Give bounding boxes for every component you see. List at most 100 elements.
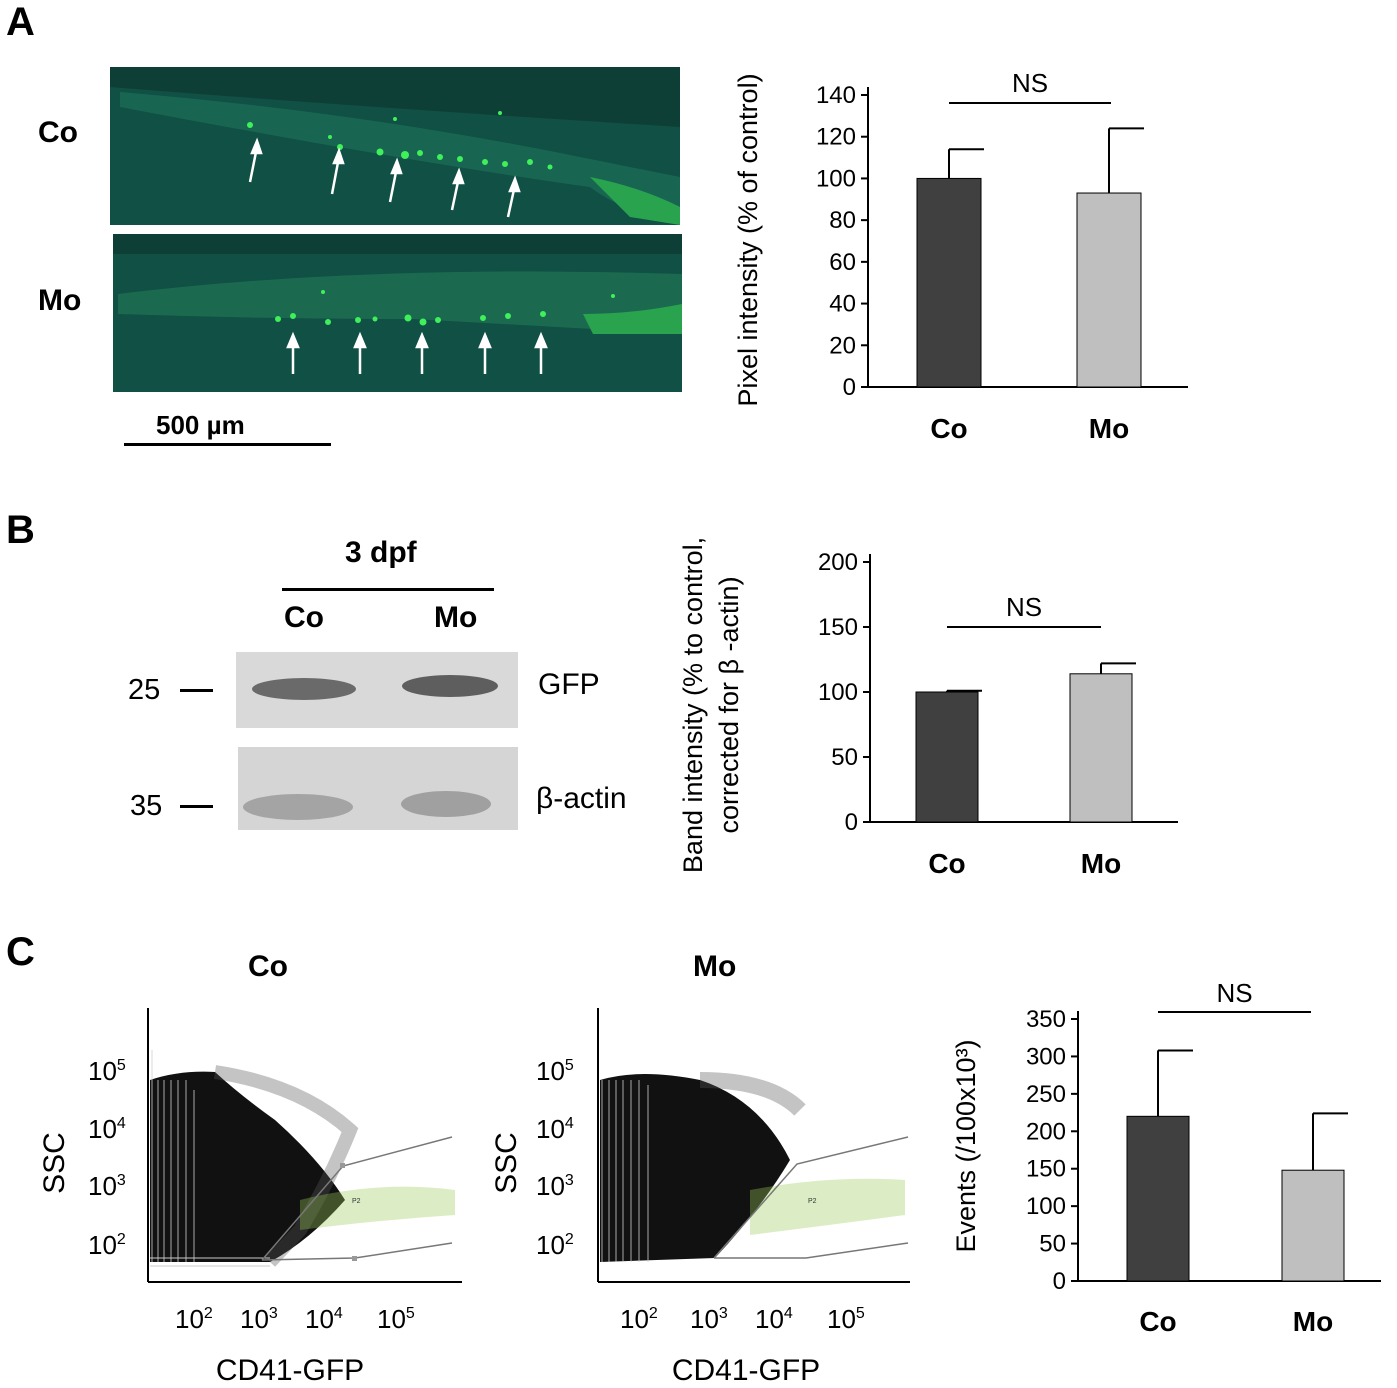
flow-co-ytick: 105 [88, 1056, 126, 1086]
flow-mo-xtick: 105 [827, 1304, 865, 1334]
y-axis-label: Events (/100x10³) [951, 1039, 981, 1252]
scale-bar [124, 443, 331, 446]
blot-actin [238, 747, 518, 830]
panel-b-letter: B [6, 508, 35, 552]
flow-mo-ytick: 104 [536, 1114, 574, 1144]
gate-label-mo: P2 [808, 1198, 817, 1205]
flow-plot-co: P2 [147, 1008, 462, 1283]
y-tick-label: 0 [1053, 1268, 1066, 1295]
flow-mo-ylabel: SSC [490, 1132, 523, 1194]
flow-mo-ytick: 105 [536, 1056, 574, 1086]
flow-co-xlabel: CD41-GFP [216, 1354, 364, 1387]
bar-chart-c: 0 50 100 150 200 250 300 350 Co Mo NS Events (/100x… [951, 978, 1381, 1337]
y-axis-label: Pixel intensity (% of control) [733, 73, 763, 406]
fluorescence-image-control [110, 87, 680, 225]
category-label: Co [928, 848, 965, 879]
significance-label: NS [1006, 592, 1042, 622]
flow-co-ylabel: SSC [38, 1132, 71, 1194]
flow-mo-xtick: 102 [620, 1304, 658, 1334]
flow-co-xtick: 102 [175, 1304, 213, 1334]
blot-header: 3 dpf [345, 536, 417, 569]
y-tick-label: 200 [818, 549, 858, 576]
y-tick-label: 120 [816, 124, 856, 151]
flow-co-y-ticks: 105 104 103 102 [88, 1056, 126, 1260]
micrograph-label-mo: Mo [38, 284, 82, 317]
bar-co [916, 177, 982, 388]
flow-title-co: Co [248, 950, 288, 983]
flow-plot-mo: P2 [597, 1008, 910, 1283]
marker-25: 25 [128, 674, 161, 706]
bar-chart-a: 0 20 40 60 80 100 120 140 Co Mo NS Pixel intensity … [733, 68, 1188, 444]
category-label: Co [930, 413, 967, 444]
y-tick-label: 50 [1039, 1231, 1066, 1258]
flow-co-xtick: 104 [305, 1304, 343, 1334]
y-tick-label: 350 [1026, 1006, 1066, 1033]
flow-mo-x-ticks: 102 103 104 105 [620, 1304, 865, 1334]
bar-mo [1281, 1169, 1345, 1282]
significance-label: NS [1216, 978, 1252, 1008]
micrograph-label-co: Co [38, 116, 78, 149]
y-axis-label: corrected for β -actin) [714, 576, 744, 833]
y-tick-label: 20 [829, 332, 856, 359]
y-tick-label: 250 [1026, 1081, 1066, 1108]
blot-gfp [236, 652, 518, 728]
panel-a-letter: A [6, 0, 35, 44]
flow-co-xtick: 103 [240, 1304, 278, 1334]
bar-co [915, 691, 979, 823]
flow-mo-ytick: 103 [536, 1171, 574, 1201]
gate-label-co: P2 [352, 1198, 361, 1205]
flow-co-x-ticks: 102 103 104 105 [175, 1304, 415, 1334]
y-tick-label: 40 [829, 291, 856, 318]
y-axis-label: Band intensity (% to control, [678, 537, 708, 873]
scale-bar-label: 500 µm [156, 410, 245, 440]
flow-mo-xtick: 104 [755, 1304, 793, 1334]
y-tick-label: 100 [816, 165, 856, 192]
flow-title-mo: Mo [693, 950, 737, 983]
flow-mo-y-ticks: 105 104 103 102 [536, 1056, 574, 1260]
micrograph-morpholino [113, 234, 682, 392]
y-tick-label: 100 [818, 679, 858, 706]
bar-co [1126, 1115, 1190, 1282]
y-tick-label: 200 [1026, 1118, 1066, 1145]
flow-mo-xtick: 103 [690, 1304, 728, 1334]
fluorescence-image-morpholino [113, 254, 682, 392]
marker-25-tick [180, 689, 213, 692]
y-tick-label: 60 [829, 249, 856, 276]
blot-lane-co: Co [284, 601, 324, 634]
y-tick-label: 0 [845, 809, 858, 836]
y-tick-label: 300 [1026, 1043, 1066, 1070]
band-label-gfp: GFP [538, 668, 600, 701]
marker-35: 35 [130, 790, 163, 822]
y-tick-label: 100 [1026, 1193, 1066, 1220]
marker-35-tick [180, 805, 213, 808]
bar-mo [1069, 673, 1133, 823]
micrograph-control [110, 67, 680, 225]
category-label: Mo [1081, 848, 1121, 879]
flow-co-ytick: 102 [88, 1230, 126, 1260]
y-tick-label: 50 [831, 744, 858, 771]
significance-label: NS [1012, 68, 1048, 98]
blot-gfp-bands [252, 675, 498, 700]
bar-chart-b: 0 50 100 150 200 Co Mo NS Band intensity (% to c… [678, 537, 1178, 879]
category-label: Mo [1089, 413, 1129, 444]
y-tick-label: 150 [818, 614, 858, 641]
flow-co-ytick: 103 [88, 1171, 126, 1201]
flow-mo-ytick: 102 [536, 1230, 574, 1260]
category-label: Co [1139, 1306, 1176, 1337]
y-tick-label: 80 [829, 207, 856, 234]
panel-c-letter: C [6, 930, 35, 974]
flow-mo-xlabel: CD41-GFP [672, 1354, 820, 1387]
y-tick-label: 140 [816, 82, 856, 109]
flow-co-xtick: 105 [377, 1304, 415, 1334]
flow-co-ytick: 104 [88, 1114, 126, 1144]
band-label-actin: β-actin [536, 782, 627, 815]
bar-mo [1076, 192, 1142, 388]
category-label: Mo [1293, 1306, 1333, 1337]
blot-header-line [282, 588, 494, 591]
blot-actin-bands [243, 791, 491, 820]
y-tick-label: 0 [843, 374, 856, 401]
y-tick-label: 150 [1026, 1156, 1066, 1183]
blot-lane-mo: Mo [434, 601, 478, 634]
